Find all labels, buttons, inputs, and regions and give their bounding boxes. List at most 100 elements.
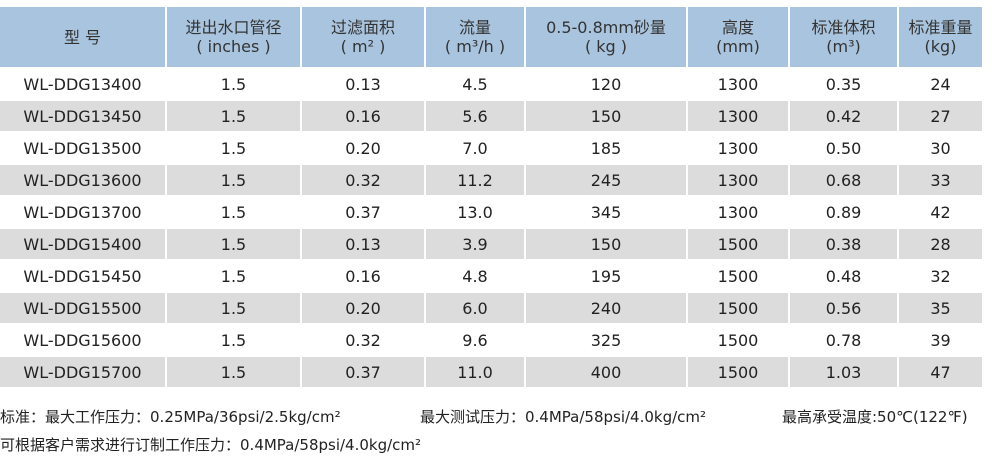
table-cell: 400 bbox=[525, 356, 688, 389]
table-cell: 0.38 bbox=[789, 228, 899, 261]
table-cell: 24 bbox=[898, 68, 982, 101]
header-label: 0.5-0.8mm砂量 bbox=[546, 18, 666, 37]
table-cell: 11.2 bbox=[425, 164, 526, 197]
header-sand-quantity: 0.5-0.8mm砂量( kg ) bbox=[525, 7, 688, 69]
table-cell: 32 bbox=[898, 260, 982, 293]
table-cell: 1.5 bbox=[166, 228, 302, 261]
table-cell: WL-DDG13700 bbox=[0, 196, 167, 229]
table-cell: 0.20 bbox=[301, 292, 426, 325]
table-cell: 13.0 bbox=[425, 196, 526, 229]
table-cell: WL-DDG15450 bbox=[0, 260, 167, 293]
table-row: WL-DDG15700 1.5 0.37 11.0 400 1500 1.03 47 bbox=[0, 356, 982, 389]
table-row: WL-DDG13400 1.5 0.13 4.5 120 1300 0.35 24 bbox=[0, 68, 982, 101]
table-cell: 1.5 bbox=[166, 100, 302, 133]
table-row: WL-DDG15400 1.5 0.13 3.9 150 1500 0.38 28 bbox=[0, 228, 982, 261]
table-cell: 1.03 bbox=[789, 356, 899, 389]
table-cell: 0.16 bbox=[301, 100, 426, 133]
table-cell: 325 bbox=[525, 324, 688, 357]
header-height: 高度 (mm) bbox=[687, 7, 790, 69]
table-cell: 0.32 bbox=[301, 324, 426, 357]
table-cell: 0.48 bbox=[789, 260, 899, 293]
table-row: WL-DDG13600 1.5 0.32 11.2 245 1300 0.68 33 bbox=[0, 164, 982, 197]
header-label: 过滤面积 bbox=[330, 18, 395, 37]
table-cell: 0.68 bbox=[789, 164, 899, 197]
header-label: 流量 bbox=[458, 18, 491, 37]
header-unit: (m³) bbox=[826, 37, 861, 56]
table-cell: 0.32 bbox=[301, 164, 426, 197]
header-unit: (mm) bbox=[716, 37, 760, 56]
table-cell: 1300 bbox=[687, 164, 790, 197]
header-label: 进出水口管径 bbox=[185, 18, 282, 37]
table-cell: WL-DDG15600 bbox=[0, 324, 167, 357]
header-filter-area: 过滤面积( m² ) bbox=[301, 7, 426, 69]
table-cell: 1.5 bbox=[166, 324, 302, 357]
header-unit: ( m³/h ) bbox=[444, 37, 506, 56]
note-custom-pressure: 可根据客户需求进行订制工作压力：0.4MPa/58psi/4.0kg/cm² bbox=[0, 436, 422, 454]
table-cell: 0.16 bbox=[301, 260, 426, 293]
table-cell: WL-DDG15700 bbox=[0, 356, 167, 389]
table-cell: 3.9 bbox=[425, 228, 526, 261]
spec-table: 型 号进出水口管径( inches ) 过滤面积( m² ) 流量( m³/h ) 0… bbox=[0, 7, 982, 389]
table-row: WL-DDG13450 1.5 0.16 5.6 150 1300 0.42 27 bbox=[0, 100, 982, 133]
table-cell: 240 bbox=[525, 292, 688, 325]
table-cell: 1500 bbox=[687, 292, 790, 325]
table-cell: 245 bbox=[525, 164, 688, 197]
header-unit: ( m² ) bbox=[340, 37, 386, 56]
table-cell: 345 bbox=[525, 196, 688, 229]
table-body: WL-DDG13400 1.5 0.13 4.5 120 1300 0.35 24 WL-DDG… bbox=[0, 68, 982, 389]
table-row: WL-DDG15500 1.5 0.20 6.0 240 1500 0.56 35 bbox=[0, 292, 982, 325]
table-cell: 1.5 bbox=[166, 132, 302, 165]
header-unit: ( inches ) bbox=[196, 37, 271, 56]
table-cell: 1.5 bbox=[166, 164, 302, 197]
table-cell: 0.37 bbox=[301, 356, 426, 389]
header-unit: ( kg ) bbox=[584, 37, 628, 56]
table-cell: 1300 bbox=[687, 196, 790, 229]
table-row: WL-DDG15450 1.5 0.16 4.8 195 1500 0.48 32 bbox=[0, 260, 982, 293]
table-cell: 6.0 bbox=[425, 292, 526, 325]
table-cell: 1300 bbox=[687, 100, 790, 133]
table-row: WL-DDG15600 1.5 0.32 9.6 325 1500 0.78 39 bbox=[0, 324, 982, 357]
table-cell: 0.42 bbox=[789, 100, 899, 133]
table-cell: 120 bbox=[525, 68, 688, 101]
table-cell: 30 bbox=[898, 132, 982, 165]
table-cell: 195 bbox=[525, 260, 688, 293]
table-cell: 0.13 bbox=[301, 68, 426, 101]
table-cell: 9.6 bbox=[425, 324, 526, 357]
table-cell: 1500 bbox=[687, 228, 790, 261]
table-cell: 1500 bbox=[687, 356, 790, 389]
table-cell: 4.8 bbox=[425, 260, 526, 293]
table-cell: 0.78 bbox=[789, 324, 899, 357]
note-standard-pressure: 标准：最大工作压力：0.25MPa/36psi/2.5kg/cm² bbox=[0, 408, 341, 426]
table-cell: 1.5 bbox=[166, 196, 302, 229]
table-cell: 1.5 bbox=[166, 292, 302, 325]
table-cell: 35 bbox=[898, 292, 982, 325]
note-max-test-pressure: 最大测试压力：0.4MPa/58psi/4.0kg/cm² bbox=[420, 408, 707, 426]
table-cell: 0.35 bbox=[789, 68, 899, 101]
table-cell: 42 bbox=[898, 196, 982, 229]
table-cell: 1.5 bbox=[166, 356, 302, 389]
table-cell: 1500 bbox=[687, 324, 790, 357]
table-cell: 150 bbox=[525, 228, 688, 261]
header-unit: (kg) bbox=[924, 37, 957, 56]
table-cell: 33 bbox=[898, 164, 982, 197]
table-cell: WL-DDG15400 bbox=[0, 228, 167, 261]
table-cell: 7.0 bbox=[425, 132, 526, 165]
table-cell: 0.89 bbox=[789, 196, 899, 229]
table-cell: 1300 bbox=[687, 132, 790, 165]
table-cell: 0.20 bbox=[301, 132, 426, 165]
header-inlet-diameter: 进出水口管径( inches ) bbox=[166, 7, 302, 69]
table-row: WL-DDG13500 1.5 0.20 7.0 185 1300 0.50 30 bbox=[0, 132, 982, 165]
table-cell: 39 bbox=[898, 324, 982, 357]
table-cell: 150 bbox=[525, 100, 688, 133]
header-label: 高度 bbox=[721, 18, 754, 37]
table-cell: 1.5 bbox=[166, 260, 302, 293]
table-cell: WL-DDG13450 bbox=[0, 100, 167, 133]
table-cell: 28 bbox=[898, 228, 982, 261]
table-cell: 1300 bbox=[687, 68, 790, 101]
table-cell: WL-DDG13600 bbox=[0, 164, 167, 197]
table-cell: 1.5 bbox=[166, 68, 302, 101]
table-cell: WL-DDG15500 bbox=[0, 292, 167, 325]
table-cell: WL-DDG13400 bbox=[0, 68, 167, 101]
table-cell: 27 bbox=[898, 100, 982, 133]
header-label: 型 号 bbox=[63, 27, 102, 47]
